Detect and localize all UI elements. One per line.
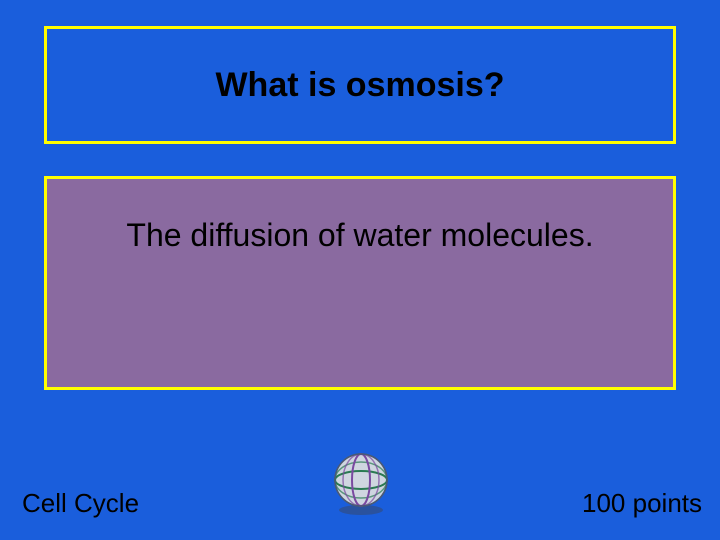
jeopardy-slide: What is osmosis? The diffusion of water …	[0, 0, 720, 540]
category-label: Cell Cycle	[22, 488, 139, 519]
points-label: 100 points	[582, 488, 702, 519]
answer-box: The diffusion of water molecules.	[44, 176, 676, 390]
globe-icon	[328, 450, 394, 516]
question-box: What is osmosis?	[44, 26, 676, 144]
answer-text: The diffusion of water molecules.	[126, 217, 593, 254]
question-text: What is osmosis?	[215, 66, 504, 105]
